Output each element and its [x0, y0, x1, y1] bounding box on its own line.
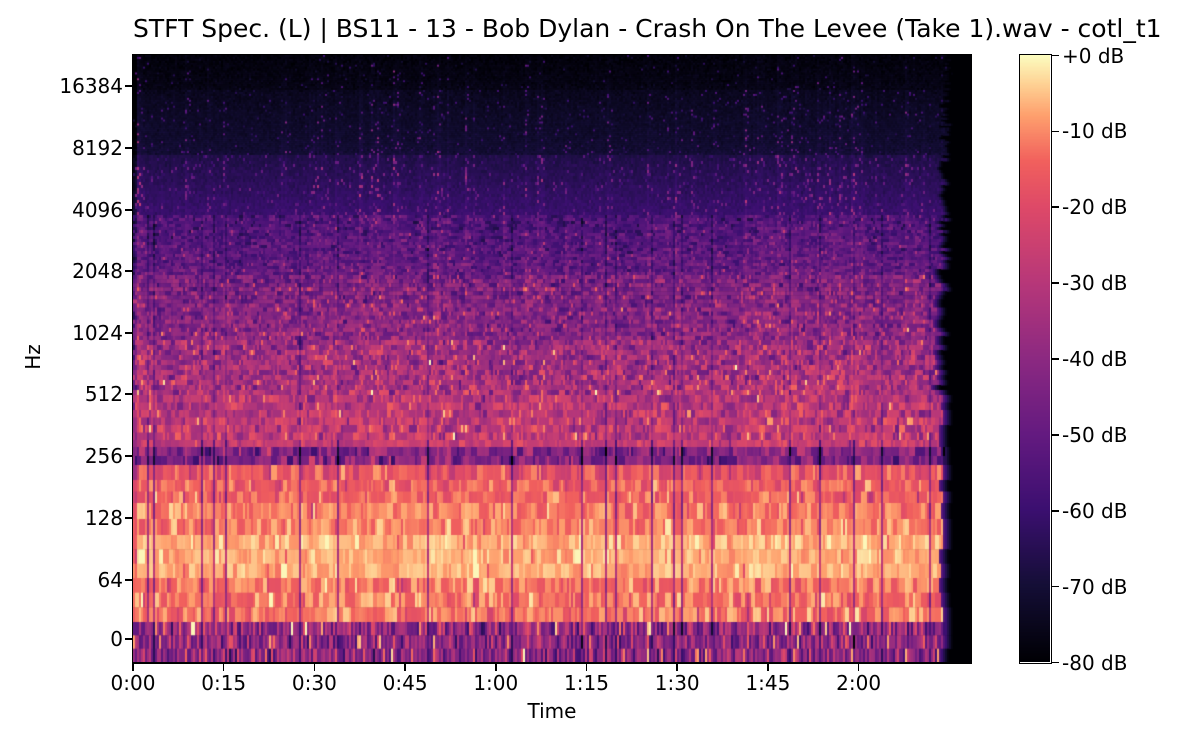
colorbar-tick-mark: [1052, 661, 1059, 664]
colorbar-tick-label: -10 dB: [1062, 119, 1128, 144]
colorbar-tick-label: -40 dB: [1062, 347, 1128, 371]
y-tick-mark: [125, 455, 132, 457]
colorbar-tick-label: -80 dB: [1062, 650, 1128, 675]
colorbar-gradient: [1020, 55, 1050, 662]
y-tick-label: 4096: [72, 198, 123, 222]
y-tick-label: 8192: [72, 136, 123, 160]
y-tick-label: 1024: [72, 321, 123, 345]
x-axis-title: Time: [527, 699, 577, 723]
spectrogram-heatmap: [133, 55, 970, 662]
y-tick-label: 0: [110, 627, 123, 651]
y-tick-label: 128: [84, 506, 123, 530]
colorbar-tick-mark: [1052, 509, 1059, 512]
y-tick-mark: [125, 147, 132, 149]
y-tick-mark: [125, 332, 132, 334]
colorbar-tick-label: -70 dB: [1062, 574, 1128, 599]
x-tick-mark: [404, 664, 406, 671]
colorbar-tick-label: -60 dB: [1062, 498, 1128, 523]
x-tick-mark: [495, 664, 497, 671]
colorbar-tick-mark: [1052, 358, 1059, 360]
y-tick-label: 16384: [59, 74, 123, 98]
y-tick-mark: [125, 517, 132, 519]
x-tick-label: 2:00: [836, 671, 882, 695]
x-tick-mark: [313, 664, 316, 671]
x-tick-label: 0:15: [201, 671, 247, 695]
x-tick-label: 0:30: [291, 671, 337, 695]
colorbar-tick-label: +0 dB: [1062, 43, 1125, 68]
y-tick-mark: [125, 393, 132, 395]
y-tick-mark: [125, 85, 132, 87]
x-tick-label: 1:30: [654, 671, 700, 695]
y-tick-label: 512: [84, 382, 123, 406]
colorbar-tick-mark: [1052, 434, 1059, 436]
y-tick-mark: [125, 209, 132, 211]
colorbar-tick-mark: [1052, 585, 1059, 588]
colorbar-tick-label: -30 dB: [1062, 271, 1128, 296]
plot-area: [132, 54, 972, 664]
x-tick-mark: [585, 664, 588, 671]
x-tick-label: 1:45: [745, 671, 791, 695]
x-tick-label: 0:45: [382, 671, 428, 695]
x-tick-mark: [857, 664, 860, 671]
x-tick-mark: [222, 664, 225, 671]
colorbar-tick-mark: [1052, 206, 1059, 209]
colorbar-tick-mark: [1052, 130, 1059, 133]
y-tick-mark: [125, 579, 132, 581]
colorbar: [1019, 54, 1052, 664]
y-tick-mark: [125, 638, 132, 640]
y-tick-label: 64: [97, 568, 123, 592]
x-tick-mark: [676, 664, 678, 671]
x-tick-mark: [767, 664, 769, 671]
colorbar-tick-mark: [1052, 282, 1059, 284]
colorbar-tick-label: -50 dB: [1062, 422, 1128, 447]
colorbar-tick-mark: [1052, 54, 1059, 57]
y-tick-label: 256: [84, 444, 123, 468]
colorbar-tick-label: -20 dB: [1062, 195, 1128, 220]
x-tick-label: 1:00: [473, 671, 519, 695]
x-tick-label: 0:00: [110, 671, 156, 695]
y-tick-mark: [125, 270, 132, 272]
x-tick-label: 1:15: [564, 671, 609, 695]
y-tick-label: 2048: [72, 259, 123, 283]
plot-title: STFT Spec. (L) | BS11 - 13 - Bob Dylan -…: [133, 14, 1162, 43]
x-tick-mark: [132, 664, 134, 671]
